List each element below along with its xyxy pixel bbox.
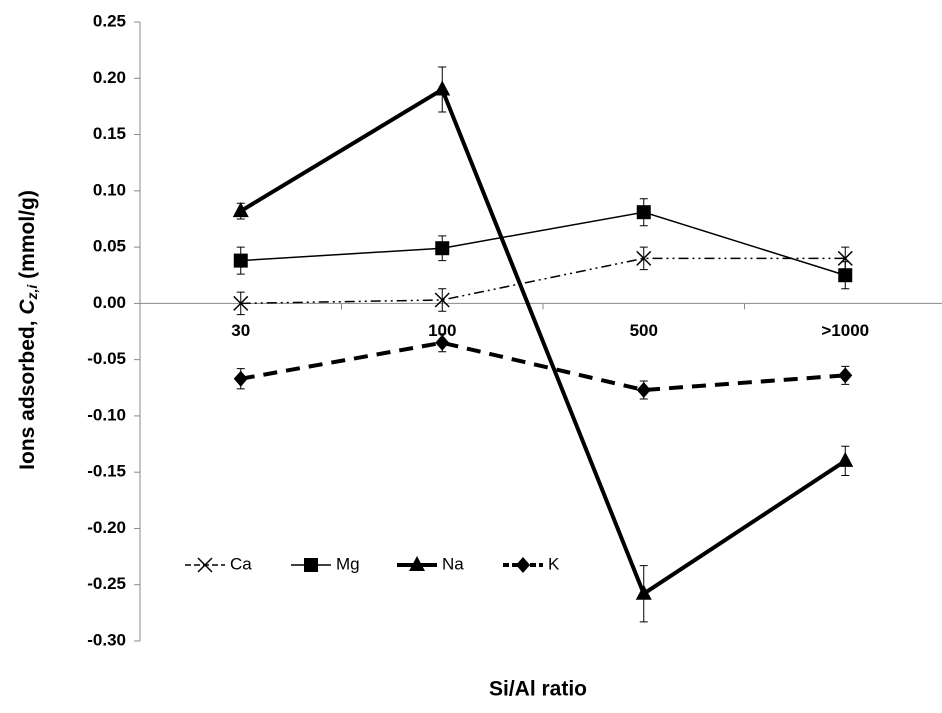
y-tick-label: 0.05	[93, 237, 126, 256]
y-tick-label: 0.10	[93, 180, 126, 199]
x-axis-title: Si/Al ratio	[489, 678, 587, 701]
legend-label: Na	[442, 554, 464, 573]
marker	[435, 334, 450, 351]
y-axis-title: Ions adsorbed, Cz,i (mmol/g)	[16, 190, 40, 470]
series-line	[240, 257, 846, 305]
y-tick-label: 0.20	[93, 68, 126, 87]
series-line	[239, 86, 847, 597]
marker	[233, 295, 249, 311]
x-tick-label: 30	[231, 321, 250, 340]
y-tick-label: -0.05	[87, 349, 126, 368]
marker	[197, 557, 213, 573]
legend-label: K	[548, 554, 560, 573]
marker	[409, 556, 425, 571]
legend-label: Ca	[230, 554, 252, 573]
marker	[838, 268, 853, 283]
y-title-text: (mmol/g)	[16, 190, 39, 285]
y-tick-label: -0.10	[87, 405, 126, 424]
marker	[233, 253, 248, 268]
y-title-subscript: z,i	[24, 284, 40, 301]
series-line	[240, 340, 846, 393]
series-line	[240, 211, 846, 276]
x-tick-label: >1000	[821, 321, 869, 340]
marker	[232, 202, 249, 218]
y-title-symbol: C	[16, 299, 39, 315]
y-tick-label: -0.20	[87, 518, 126, 537]
y-title-text: Ions adsorbed,	[16, 315, 39, 470]
y-tick-label: -0.25	[87, 574, 126, 593]
y-tick-label: 0.00	[93, 293, 126, 312]
y-tick-label: -0.15	[87, 462, 126, 481]
y-tick-label: 0.15	[93, 124, 126, 143]
marker	[636, 382, 651, 399]
marker	[636, 250, 652, 266]
marker	[516, 557, 530, 573]
x-tick-label: 500	[630, 321, 658, 340]
legend-label: Mg	[336, 554, 360, 573]
marker	[434, 292, 450, 308]
marker	[838, 367, 853, 384]
marker	[837, 250, 853, 266]
marker	[635, 584, 652, 600]
x-tick-label: 100	[428, 321, 456, 340]
marker	[304, 558, 318, 572]
marker	[435, 241, 450, 256]
marker	[434, 80, 451, 96]
marker	[233, 370, 248, 387]
y-tick-label: 0.25	[93, 11, 126, 30]
marker	[837, 451, 854, 467]
y-tick-label: -0.30	[87, 630, 126, 649]
marker	[636, 205, 651, 220]
